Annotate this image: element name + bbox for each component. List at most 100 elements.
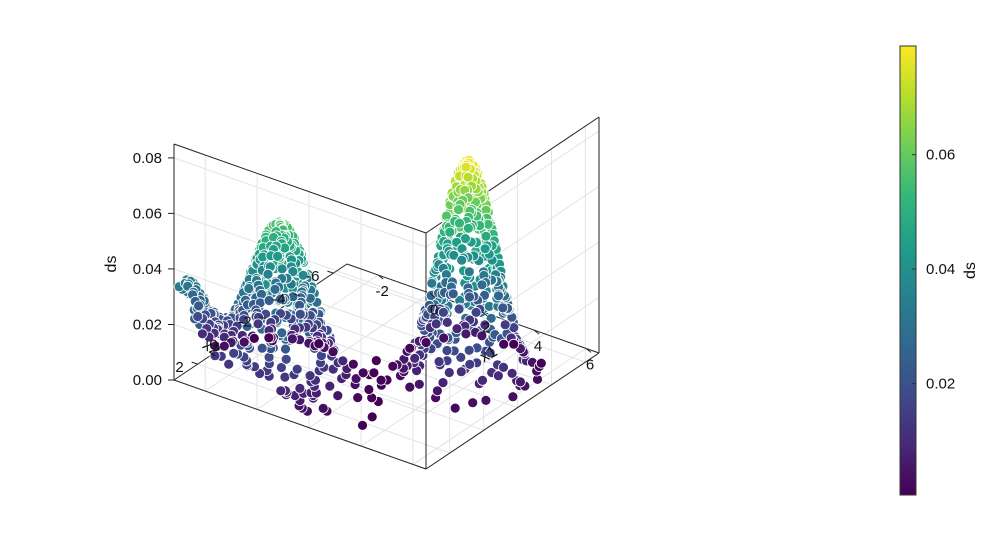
data-point	[193, 300, 205, 312]
data-point	[484, 347, 496, 359]
data-point	[262, 268, 274, 280]
x-tick-label: 6	[586, 356, 594, 373]
y-tick-label: -2	[238, 314, 251, 331]
data-point	[352, 392, 364, 404]
data-point	[263, 295, 275, 306]
data-point	[507, 391, 519, 403]
data-point	[456, 254, 468, 266]
tick-labels: 0.00 0.02 0.04 0.06 0.08 2 0 -2 -4 -6 -2 0 2 4 6	[133, 150, 594, 389]
data-point	[535, 357, 547, 369]
data-point	[287, 266, 299, 278]
data-point	[263, 332, 275, 344]
data-point	[275, 385, 287, 397]
data-point	[451, 323, 463, 335]
y-tick-label: -6	[306, 268, 319, 285]
data-point	[280, 353, 292, 365]
data-point	[430, 318, 442, 330]
data-point	[506, 367, 518, 379]
gridline	[360, 329, 535, 447]
data-point	[286, 333, 298, 345]
data-point	[433, 356, 445, 368]
data-point	[480, 394, 492, 406]
colorbar: 0.02 0.04 0.06 ds	[899, 45, 979, 496]
data-point	[460, 328, 472, 340]
gridline	[412, 347, 587, 465]
x-tick-label: 4	[534, 338, 542, 355]
data-point	[498, 338, 510, 350]
data-point	[313, 338, 325, 350]
data-point	[291, 363, 303, 375]
colorbar-tick-label: 0.02	[926, 375, 955, 392]
x-tick-label: -2	[376, 283, 389, 300]
data-point	[243, 283, 255, 294]
z-tick-label: 0.06	[133, 205, 162, 222]
data-point	[375, 374, 387, 386]
data-point	[476, 330, 488, 342]
data-point	[479, 243, 491, 255]
z-axis-label: ds	[103, 256, 120, 273]
y-tick-label: 0	[209, 336, 217, 353]
data-point	[499, 319, 511, 331]
data-point	[467, 397, 479, 409]
data-point	[279, 371, 291, 383]
z-tick-label: 0.08	[133, 150, 162, 167]
data-point	[437, 377, 449, 389]
axis-line	[425, 352, 600, 470]
data-point	[404, 342, 416, 354]
data-points	[173, 154, 547, 431]
data-point	[387, 360, 399, 372]
data-point	[493, 290, 504, 302]
colorbar-tick-label: 0.04	[926, 261, 955, 278]
z-tick-label: 0.00	[133, 372, 162, 389]
data-point	[515, 376, 526, 388]
y-tick-label: 2	[175, 359, 183, 376]
axis-line	[173, 143, 427, 234]
colorbar-label: ds	[962, 262, 979, 279]
data-point	[297, 269, 309, 281]
data-point	[437, 306, 449, 318]
x-tick-mark	[481, 311, 488, 317]
y-tick-mark	[327, 270, 334, 274]
data-point	[357, 367, 369, 379]
data-point	[431, 385, 443, 397]
data-point	[324, 380, 336, 392]
y-tick-mark	[225, 338, 232, 342]
x-tick-mark	[533, 329, 540, 335]
y-axis-label: x2	[199, 336, 223, 360]
data-point	[228, 347, 240, 359]
x-tick-label: 0	[430, 301, 438, 318]
data-point	[218, 340, 230, 352]
data-point	[497, 302, 509, 314]
data-point	[269, 283, 281, 295]
x-axis-label: x1	[477, 343, 500, 366]
data-point	[420, 337, 432, 348]
data-point	[477, 374, 488, 386]
data-point	[357, 419, 368, 431]
data-point	[464, 358, 476, 370]
data-point	[464, 291, 475, 303]
data-point	[252, 318, 264, 330]
data-point	[275, 362, 287, 373]
data-point	[409, 352, 421, 364]
data-point	[192, 311, 204, 322]
data-point	[248, 332, 260, 344]
x-tick-label: 2	[482, 320, 490, 337]
axis-frame	[173, 116, 600, 470]
data-point	[332, 390, 344, 402]
data-point	[238, 314, 250, 326]
gridline	[173, 157, 427, 248]
data-point	[463, 344, 475, 356]
data-point	[294, 382, 306, 394]
x-tick-mark	[585, 348, 592, 353]
data-point	[350, 373, 362, 385]
data-point	[453, 303, 465, 315]
y-tick-mark	[259, 316, 266, 320]
data-point	[256, 342, 268, 354]
x-tick-mark	[429, 293, 436, 298]
data-point	[327, 346, 339, 358]
data-point	[508, 338, 520, 350]
data-point	[223, 358, 235, 370]
gridline	[333, 272, 586, 363]
data-point	[455, 351, 467, 363]
